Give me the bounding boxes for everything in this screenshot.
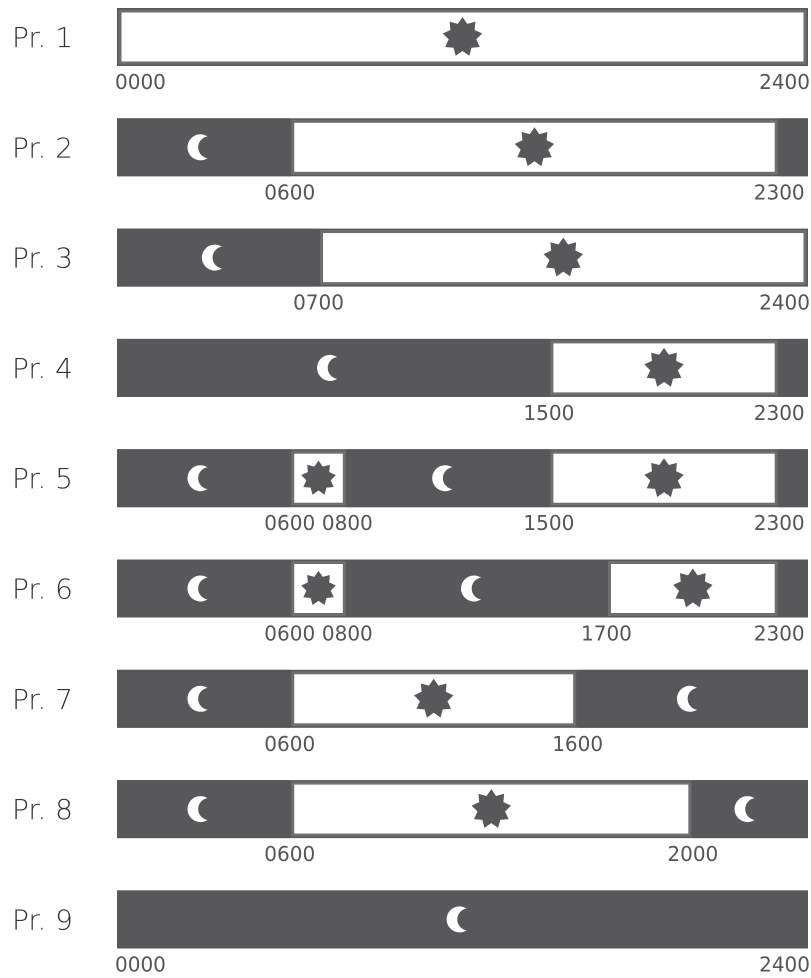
schedule-row: Pr. 4 1500 2300 — [12, 338, 808, 425]
night-segment — [117, 780, 290, 839]
time-tick-label: 2300 — [754, 511, 805, 535]
night-segment — [779, 449, 808, 508]
moon-icon — [187, 575, 208, 602]
moon-icon — [432, 465, 453, 492]
star-icon — [301, 460, 336, 495]
time-tick-label: 2300 — [754, 622, 805, 646]
row-label: Pr. 6 — [12, 573, 73, 606]
star-icon — [543, 237, 583, 277]
time-tick-label: 0600 — [264, 732, 315, 756]
time-tick-label: 2300 — [754, 180, 805, 204]
moon-icon — [317, 354, 338, 381]
time-tick-label: 2000 — [667, 842, 718, 866]
row-label: Pr. 9 — [12, 903, 73, 936]
star-icon — [644, 458, 684, 497]
time-tick-label: 0600 — [264, 842, 315, 866]
night-segment — [347, 449, 549, 508]
moon-icon — [187, 465, 208, 492]
row-label: Pr. 5 — [12, 462, 73, 495]
row-label: Pr. 1 — [12, 21, 73, 54]
night-segment — [692, 780, 808, 839]
star-icon — [514, 127, 555, 167]
schedule-row: Pr. 1 0000 2400 — [12, 8, 810, 94]
star-icon — [471, 789, 511, 828]
moon-icon — [187, 134, 208, 161]
moon-icon — [201, 244, 222, 271]
star-icon — [442, 17, 483, 56]
time-tick-label: 2300 — [754, 401, 805, 425]
row-label: Pr. 4 — [12, 352, 73, 385]
night-segment — [347, 559, 607, 618]
moon-icon — [187, 685, 208, 712]
row-label: Pr. 3 — [12, 242, 73, 275]
night-segment — [117, 118, 290, 177]
time-tick-label: 0600 — [264, 511, 315, 535]
schedule-row: Pr. 9 0000 2400 — [12, 890, 810, 976]
moon-icon — [676, 685, 697, 712]
row-label: Pr. 7 — [12, 683, 73, 716]
schedule-row: Pr. 6 0600 0800 1700 2300 — [12, 559, 808, 646]
moon-icon — [446, 906, 467, 933]
row-label: Pr. 2 — [12, 131, 73, 164]
night-segment — [117, 338, 549, 397]
time-tick-label: 0800 — [322, 622, 373, 646]
star-icon — [414, 678, 454, 718]
time-tick-label: 2400 — [759, 291, 810, 315]
time-tick-label: 1500 — [523, 401, 574, 425]
night-segment — [117, 890, 808, 949]
night-segment — [779, 118, 808, 177]
night-segment — [117, 669, 290, 728]
star-icon — [301, 570, 336, 606]
row-label: Pr. 8 — [12, 793, 73, 826]
night-segment — [117, 228, 319, 287]
schedule-row: Pr. 2 0600 2300 — [12, 118, 808, 204]
night-segment — [577, 669, 808, 728]
time-tick-label: 0600 — [264, 622, 315, 646]
moon-icon — [187, 796, 208, 823]
time-tick-label: 1500 — [523, 511, 574, 535]
moon-icon — [734, 796, 755, 823]
star-icon — [673, 568, 713, 608]
schedule-row: Pr. 3 0700 2400 — [12, 228, 810, 315]
time-tick-label: 0000 — [115, 70, 166, 94]
schedule-row: Pr. 7 0600 1600 — [12, 669, 808, 756]
night-segment — [779, 338, 808, 397]
night-segment — [779, 559, 808, 618]
star-icon — [644, 347, 684, 387]
moon-icon — [460, 575, 482, 602]
time-tick-label: 0600 — [264, 180, 315, 204]
night-segment — [117, 559, 290, 618]
time-tick-label: 0000 — [115, 952, 166, 976]
time-tick-label: 0700 — [293, 291, 344, 315]
time-tick-label: 2400 — [759, 952, 810, 976]
night-segment — [117, 449, 290, 508]
time-tick-label: 1600 — [552, 732, 603, 756]
time-tick-label: 1700 — [581, 622, 632, 646]
time-tick-label: 0800 — [322, 511, 373, 535]
schedule-row: Pr. 8 0600 2000 — [12, 780, 808, 866]
time-tick-label: 2400 — [759, 70, 810, 94]
schedule-row: Pr. 5 0600 0800 1500 2300 — [12, 449, 808, 535]
